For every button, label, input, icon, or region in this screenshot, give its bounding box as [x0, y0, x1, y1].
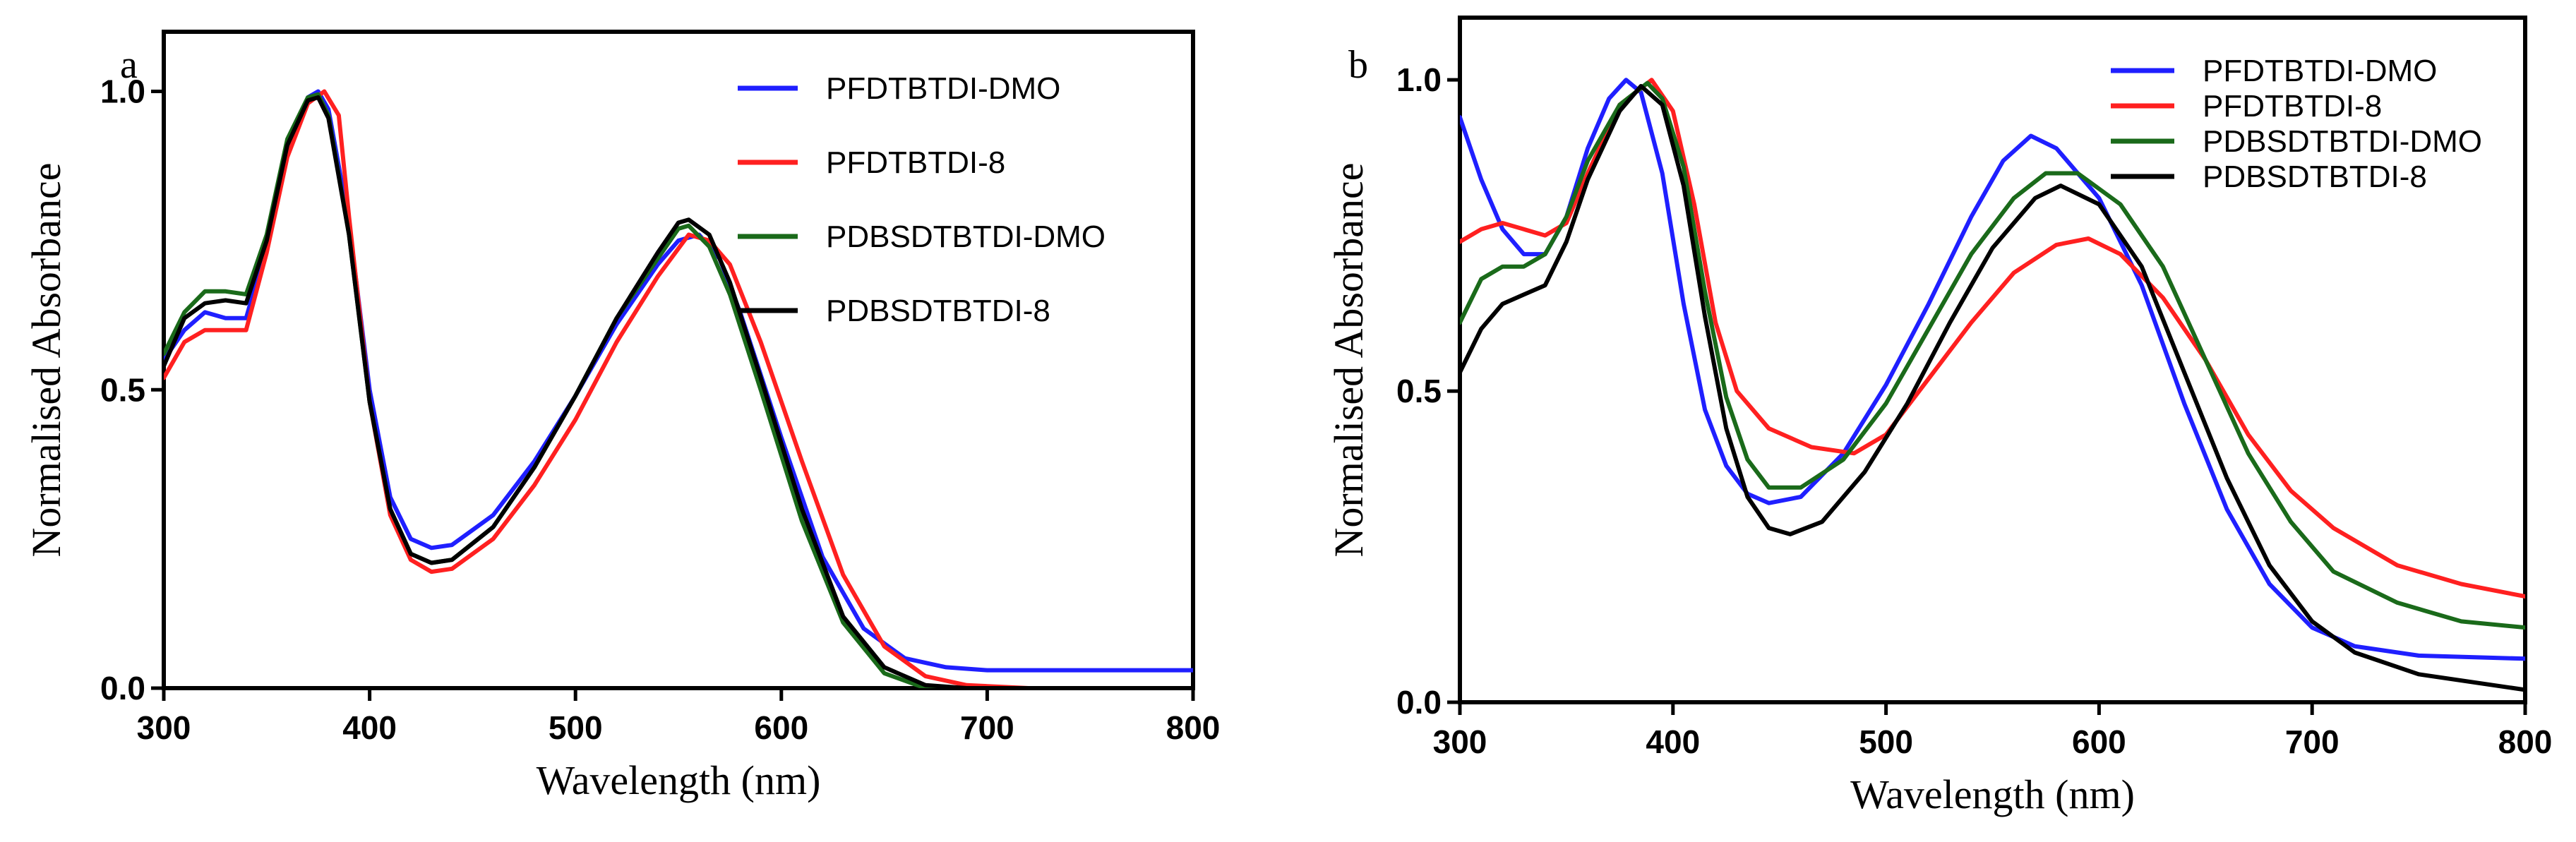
- y-tick-label: 0.5: [1396, 373, 1442, 409]
- panel-label: b: [1348, 43, 1368, 87]
- legend-label: PDBSDTBTDI-8: [2203, 160, 2427, 194]
- y-tick-label: 0.0: [1396, 684, 1442, 721]
- legend-label: PDBSDTBTDI-DMO: [826, 219, 1106, 254]
- y-tick-label: 1.0: [1396, 61, 1442, 98]
- panel-b: 300 400 500 600 700 800 0.0 0.5 1.0 Wavelength (n…: [1326, 16, 2553, 817]
- legend-label: PDBSDTBTDI-DMO: [2203, 124, 2482, 159]
- x-axis-title: Wavelength (nm): [1850, 771, 2135, 817]
- x-tick-label: 700: [960, 709, 1014, 746]
- legend-label: PFDTBTDI-DMO: [2203, 54, 2437, 88]
- x-tick-label: 600: [754, 709, 808, 746]
- legend-label: PDBSDTBTDI-8: [826, 294, 1050, 328]
- x-tick-label: 300: [1433, 723, 1487, 760]
- x-tick-label: 500: [549, 709, 603, 746]
- legend-label: PFDTBTDI-8: [826, 145, 1005, 180]
- series-line-pfdtbtdi-8: [1460, 78, 2525, 599]
- x-axis-title: Wavelength (nm): [537, 757, 821, 803]
- series-line-pfdtbtdi-8: [164, 89, 1193, 688]
- panel-a: 300 400 500 600 700 800 0.0 0.5 1.0 Wavelength (n…: [23, 30, 1221, 803]
- y-axis-title: Normalised Absorbance: [23, 163, 69, 558]
- series-line-pdbsdtbtdi-dmo: [1460, 80, 2525, 630]
- series-line-pdbsdtbtdi-8: [1460, 84, 2525, 692]
- plot-frame: [1458, 16, 2527, 704]
- x-tick-label: 800: [1166, 709, 1221, 746]
- panel-label: a: [120, 43, 138, 87]
- y-tick-label: 0.5: [100, 371, 145, 408]
- series-line-pdbsdtbtdi-8: [164, 95, 1193, 688]
- plot-frame: [162, 30, 1195, 690]
- x-tick-label: 800: [2498, 723, 2553, 760]
- y-tick-label: 0.0: [100, 670, 145, 706]
- legend-label: PFDTBTDI-DMO: [826, 71, 1060, 106]
- y-tick-label: 1.0: [100, 73, 145, 110]
- x-tick-label: 400: [1646, 723, 1700, 760]
- legend-label: PFDTBTDI-8: [2203, 89, 2382, 124]
- y-axis-title: Normalised Absorbance: [1326, 163, 1372, 558]
- series-line-pfdtbtdi-dmo: [164, 89, 1193, 673]
- x-tick-label: 600: [2072, 723, 2126, 760]
- x-tick-label: 700: [2285, 723, 2340, 760]
- x-tick-label: 500: [1859, 723, 1913, 760]
- x-tick-label: 400: [342, 709, 397, 746]
- series-line-pdbsdtbtdi-dmo: [164, 92, 1193, 688]
- x-tick-label: 300: [137, 709, 191, 746]
